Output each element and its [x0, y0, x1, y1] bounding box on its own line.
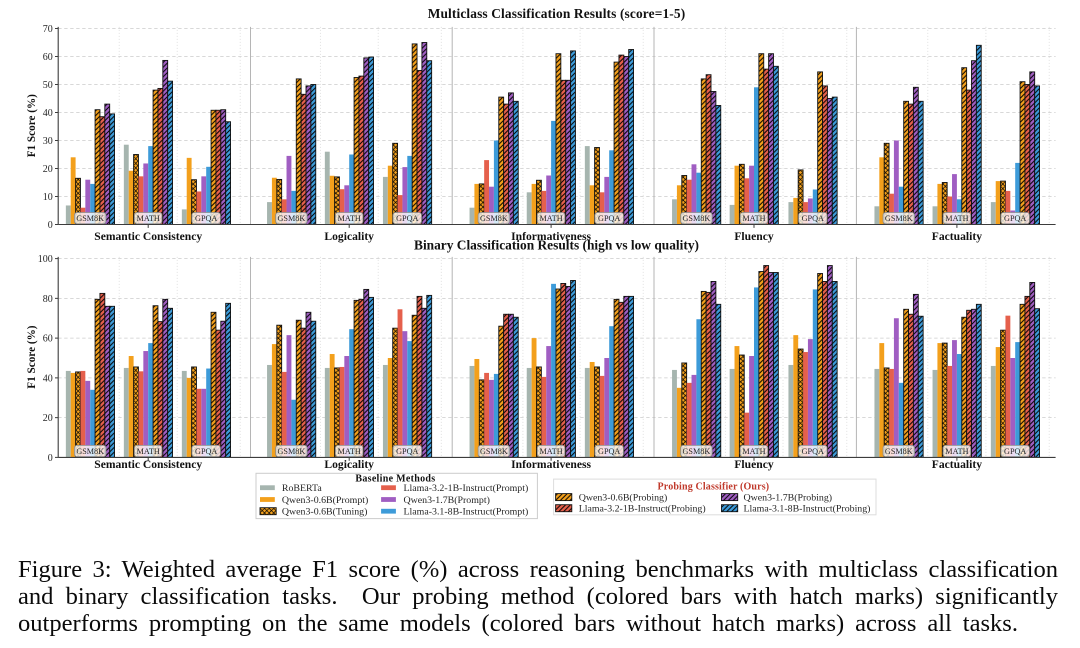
svg-text:Logicality: Logicality: [324, 230, 374, 243]
svg-text:GPQA: GPQA: [598, 447, 620, 456]
svg-text:GSM8K: GSM8K: [278, 447, 306, 456]
svg-text:20: 20: [43, 164, 53, 175]
svg-text:Qwen3-1.7B(Probing): Qwen3-1.7B(Probing): [744, 492, 833, 503]
svg-text:GPQA: GPQA: [802, 447, 824, 456]
svg-text:MATH: MATH: [539, 447, 562, 456]
svg-text:MATH: MATH: [539, 214, 562, 223]
svg-text:F1 Score (%): F1 Score (%): [26, 94, 38, 157]
svg-text:GSM8K: GSM8K: [683, 447, 711, 456]
svg-text:GPQA: GPQA: [598, 214, 620, 223]
svg-text:GPQA: GPQA: [396, 214, 418, 223]
svg-text:GSM8K: GSM8K: [885, 214, 913, 223]
svg-text:Qwen3-0.6B(Prompt): Qwen3-0.6B(Prompt): [282, 495, 368, 506]
svg-text:MATH: MATH: [945, 447, 968, 456]
svg-text:100: 100: [38, 254, 53, 265]
svg-text:F1 Score (%): F1 Score (%): [26, 325, 38, 388]
svg-text:Fluency: Fluency: [734, 230, 773, 243]
svg-text:Qwen3-0.6B(Tuning): Qwen3-0.6B(Tuning): [282, 507, 368, 518]
svg-text:Logicality: Logicality: [324, 458, 374, 471]
svg-text:Binary Classification Results: Binary Classification Results (high vs l…: [414, 237, 699, 252]
svg-text:Informativeness: Informativeness: [511, 458, 591, 471]
svg-text:Probing Classifier (Ours): Probing Classifier (Ours): [658, 481, 770, 492]
svg-text:Factuality: Factuality: [932, 230, 982, 243]
svg-text:Factuality: Factuality: [932, 458, 982, 471]
svg-text:MATH: MATH: [338, 447, 361, 456]
svg-text:GSM8K: GSM8K: [76, 447, 104, 456]
svg-text:GSM8K: GSM8K: [885, 447, 913, 456]
svg-text:20: 20: [43, 413, 53, 424]
svg-text:50: 50: [43, 80, 53, 91]
svg-text:40: 40: [43, 108, 53, 119]
svg-text:GSM8K: GSM8K: [278, 214, 306, 223]
svg-text:GSM8K: GSM8K: [76, 214, 104, 223]
svg-text:40: 40: [43, 373, 53, 384]
svg-text:Baseline Methods: Baseline Methods: [355, 474, 435, 485]
svg-text:MATH: MATH: [137, 447, 160, 456]
svg-text:Informativeness: Informativeness: [511, 230, 591, 243]
svg-text:MATH: MATH: [338, 214, 361, 223]
svg-text:Multiclass Classification Resu: Multiclass Classification Results (score…: [428, 6, 686, 21]
svg-text:MATH: MATH: [945, 214, 968, 223]
svg-text:0: 0: [48, 453, 53, 464]
svg-text:80: 80: [43, 294, 53, 305]
svg-text:GPQA: GPQA: [1004, 447, 1026, 456]
svg-text:GSM8K: GSM8K: [480, 214, 508, 223]
svg-text:GSM8K: GSM8K: [480, 447, 508, 456]
svg-text:Semantic Consistency: Semantic Consistency: [94, 458, 202, 471]
svg-text:GPQA: GPQA: [802, 214, 824, 223]
svg-text:60: 60: [43, 334, 53, 345]
svg-text:70: 70: [43, 24, 53, 35]
svg-text:GSM8K: GSM8K: [683, 214, 711, 223]
svg-text:GPQA: GPQA: [1004, 214, 1026, 223]
svg-text:Llama-3.1-8B-Instruct(Prompt): Llama-3.1-8B-Instruct(Prompt): [404, 507, 529, 518]
svg-text:GPQA: GPQA: [195, 447, 217, 456]
svg-text:Qwen3-0.6B(Probing): Qwen3-0.6B(Probing): [579, 492, 668, 503]
svg-text:0: 0: [48, 220, 53, 231]
svg-text:30: 30: [43, 136, 53, 147]
svg-text:MATH: MATH: [742, 214, 765, 223]
svg-text:RoBERTa: RoBERTa: [282, 483, 322, 494]
svg-text:Fluency: Fluency: [734, 458, 773, 471]
svg-text:10: 10: [43, 192, 53, 203]
svg-text:MATH: MATH: [742, 447, 765, 456]
svg-text:Llama-3.1-8B-Instruct(Probing): Llama-3.1-8B-Instruct(Probing): [744, 504, 871, 515]
svg-text:Llama-3.2-1B-Instruct(Prompt): Llama-3.2-1B-Instruct(Prompt): [404, 483, 529, 494]
svg-text:GPQA: GPQA: [195, 214, 217, 223]
svg-text:Llama-3.2-1B-Instruct(Probing): Llama-3.2-1B-Instruct(Probing): [579, 504, 706, 515]
svg-text:Semantic Consistency: Semantic Consistency: [94, 230, 202, 243]
svg-text:GPQA: GPQA: [396, 447, 418, 456]
svg-text:MATH: MATH: [137, 214, 160, 223]
svg-text:60: 60: [43, 52, 53, 63]
svg-text:Qwen3-1.7B(Prompt): Qwen3-1.7B(Prompt): [404, 495, 490, 506]
